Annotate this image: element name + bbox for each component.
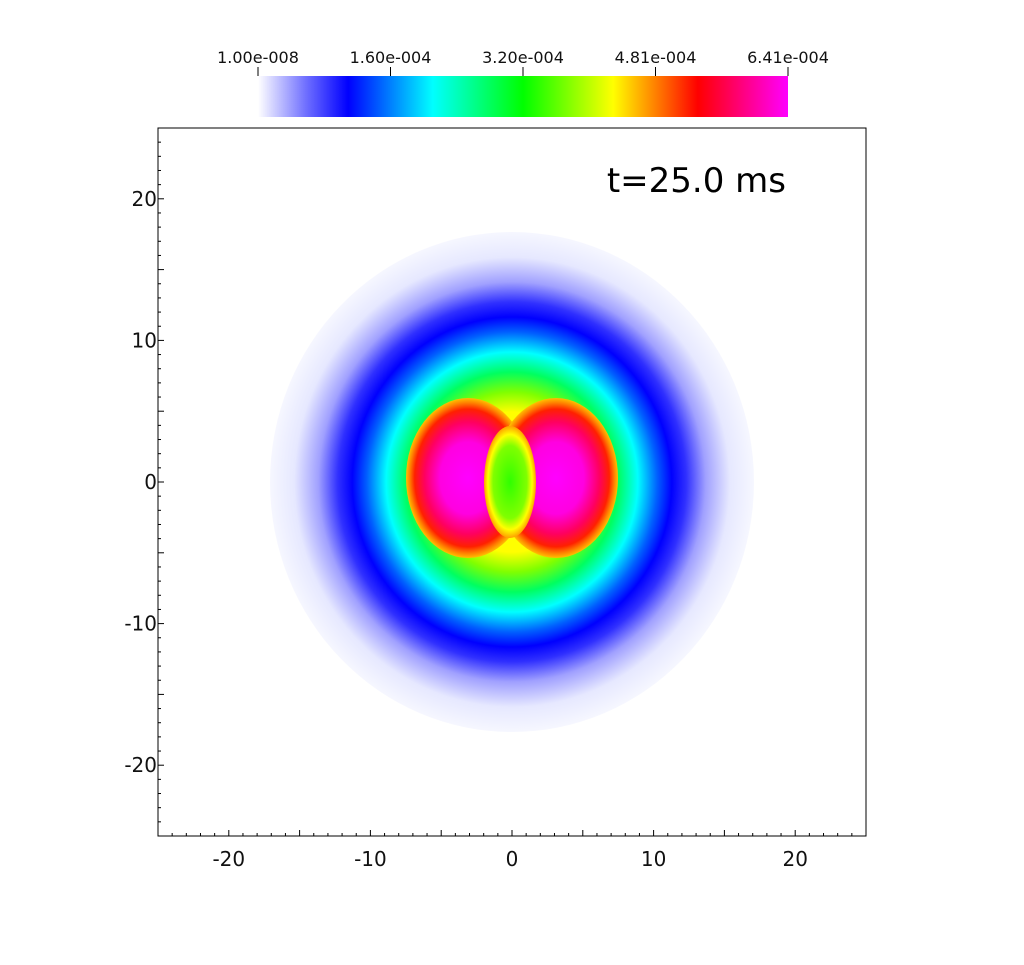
colorbar-tick-label: 1.00e-008	[217, 48, 299, 67]
x-tick-label: 0	[506, 847, 519, 871]
x-tick-label: 20	[782, 847, 807, 871]
y-tick-label: -20	[124, 753, 157, 777]
colorbar-tick-label: 4.81e-004	[615, 48, 697, 67]
time-annotation: t=25.0 ms	[607, 161, 786, 201]
heatmap-field	[270, 232, 754, 732]
y-tick-label: 0	[144, 470, 157, 494]
x-tick-label: -20	[212, 847, 245, 871]
colorbar: 1.00e-008 1.60e-004 3.20e-004 4.81e-004 6.41…	[217, 48, 829, 117]
colorbar-ticks: 1.00e-008 1.60e-004 3.20e-004 4.81e-004 6.41…	[217, 48, 829, 76]
colorbar-gradient	[258, 76, 788, 117]
y-tick-label: 10	[132, 328, 157, 352]
colorbar-tick-label: 1.60e-004	[350, 48, 432, 67]
y-tick-label: 20	[132, 187, 157, 211]
x-tick-label: -10	[354, 847, 387, 871]
y-tick-label: -10	[124, 612, 157, 636]
field-center-ellipse	[484, 426, 536, 538]
colorbar-tick-label: 3.20e-004	[482, 48, 564, 67]
axis-ticks: -20 -10 0 10 20 20 10 0 -10 -20	[124, 127, 867, 871]
x-tick-label: 10	[641, 847, 666, 871]
colorbar-tick-label: 6.41e-004	[747, 48, 829, 67]
